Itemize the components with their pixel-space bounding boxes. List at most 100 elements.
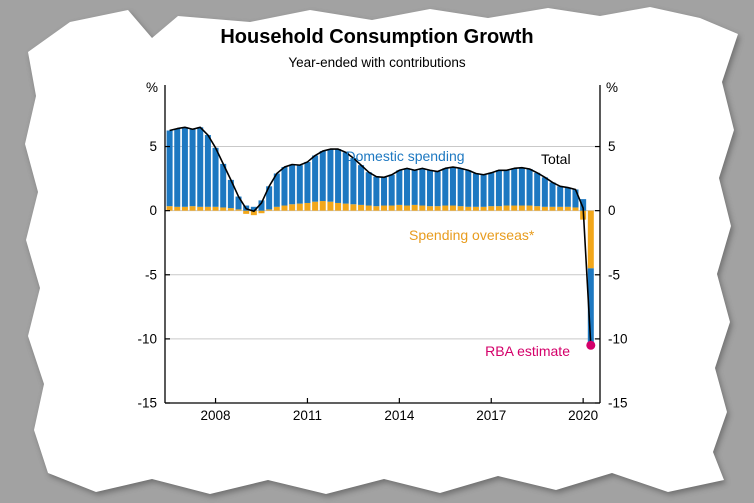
bar-domestic xyxy=(327,149,334,202)
bar-domestic xyxy=(235,196,242,210)
bar-domestic xyxy=(449,167,456,206)
bar-overseas xyxy=(511,205,518,211)
bar-overseas xyxy=(250,210,257,216)
bar-domestic xyxy=(419,168,426,206)
bar-overseas xyxy=(373,206,380,211)
bar-overseas xyxy=(534,206,541,211)
bar-overseas xyxy=(335,202,342,211)
bar-domestic xyxy=(587,268,594,346)
chart-title: Household Consumption Growth xyxy=(220,26,534,48)
rba-estimate-label: RBA estimate xyxy=(485,343,570,359)
bar-domestic xyxy=(557,186,564,207)
bar-overseas xyxy=(319,201,326,211)
bar-overseas xyxy=(273,206,280,211)
y-axis-unit-right: % xyxy=(606,80,619,95)
overseas-spending-label: Spending overseas* xyxy=(409,227,535,243)
bar-domestic xyxy=(181,127,188,207)
bar-overseas xyxy=(587,210,594,269)
bar-domestic xyxy=(365,172,372,206)
bar-domestic xyxy=(526,168,533,206)
total-line xyxy=(169,126,592,346)
bar-overseas xyxy=(304,202,311,211)
bar-overseas xyxy=(495,206,502,211)
x-tick-label: 2008 xyxy=(201,408,231,423)
bar-domestic xyxy=(174,128,181,207)
bar-overseas xyxy=(426,206,433,211)
bar-domestic xyxy=(166,130,173,207)
y-tick-label-right: 0 xyxy=(608,203,616,218)
total-label: Total xyxy=(541,151,571,167)
bar-overseas xyxy=(266,209,273,211)
bar-overseas xyxy=(488,206,495,211)
y-tick-label-right: -5 xyxy=(608,267,620,282)
bar-overseas xyxy=(541,206,548,211)
bar-overseas xyxy=(472,206,479,211)
bar-domestic xyxy=(312,155,319,202)
bar-domestic xyxy=(472,173,479,207)
bar-overseas xyxy=(181,206,188,211)
bar-domestic xyxy=(289,164,296,205)
bar-overseas xyxy=(449,205,456,211)
bar-overseas xyxy=(457,206,464,211)
bar-overseas xyxy=(419,205,426,211)
bar-overseas xyxy=(465,206,472,211)
bar-domestic xyxy=(335,149,342,203)
bar-overseas xyxy=(212,206,219,211)
bar-domestic xyxy=(488,172,495,207)
bar-overseas xyxy=(350,204,357,211)
bar-domestic xyxy=(495,170,502,207)
bar-overseas xyxy=(381,205,388,211)
bar-domestic xyxy=(212,147,219,207)
x-tick-label: 2014 xyxy=(384,408,415,423)
bar-domestic xyxy=(281,167,288,206)
y-tick-label-left: -15 xyxy=(137,396,157,411)
bar-overseas xyxy=(204,206,211,211)
bar-domestic xyxy=(381,177,388,206)
bar-overseas xyxy=(503,205,510,211)
bar-domestic xyxy=(342,152,349,204)
bar-domestic xyxy=(426,170,433,207)
bar-domestic xyxy=(258,200,265,211)
bar-domestic xyxy=(580,199,587,211)
bar-overseas xyxy=(549,206,556,211)
y-tick-label-left: 0 xyxy=(149,203,157,218)
y-tick-label-left: -5 xyxy=(145,267,157,282)
bar-overseas xyxy=(289,204,296,211)
bar-overseas xyxy=(365,205,372,211)
bar-overseas xyxy=(174,206,181,211)
bar-domestic xyxy=(197,127,204,207)
bar-domestic xyxy=(273,173,280,207)
bar-overseas xyxy=(296,203,303,211)
y-tick-label-left: 5 xyxy=(149,139,157,154)
bar-domestic xyxy=(350,158,357,205)
bar-domestic xyxy=(204,135,211,207)
bar-overseas xyxy=(518,205,525,211)
bar-domestic xyxy=(457,168,464,207)
rba-estimate-dot xyxy=(586,340,596,350)
bar-overseas xyxy=(411,204,418,211)
bar-domestic xyxy=(396,170,403,205)
bar-domestic xyxy=(480,174,487,207)
bar-domestic xyxy=(511,168,518,206)
bar-overseas xyxy=(281,205,288,211)
bar-overseas xyxy=(526,205,533,211)
bar-domestic xyxy=(373,176,380,207)
bar-domestic xyxy=(388,174,395,206)
bar-domestic xyxy=(404,168,411,206)
bar-domestic xyxy=(465,170,472,207)
y-tick-label-right: -10 xyxy=(608,331,628,346)
chart-subtitle: Year-ended with contributions xyxy=(288,55,466,70)
bar-overseas xyxy=(564,206,571,211)
bar-overseas xyxy=(243,210,250,214)
bar-overseas xyxy=(480,206,487,211)
bar-overseas xyxy=(358,204,365,211)
bar-domestic xyxy=(227,179,234,209)
x-tick-label: 2011 xyxy=(293,408,322,423)
bar-domestic xyxy=(250,206,257,211)
bar-domestic xyxy=(572,189,579,208)
bar-overseas xyxy=(258,210,265,214)
x-tick-label: 2020 xyxy=(568,408,598,423)
